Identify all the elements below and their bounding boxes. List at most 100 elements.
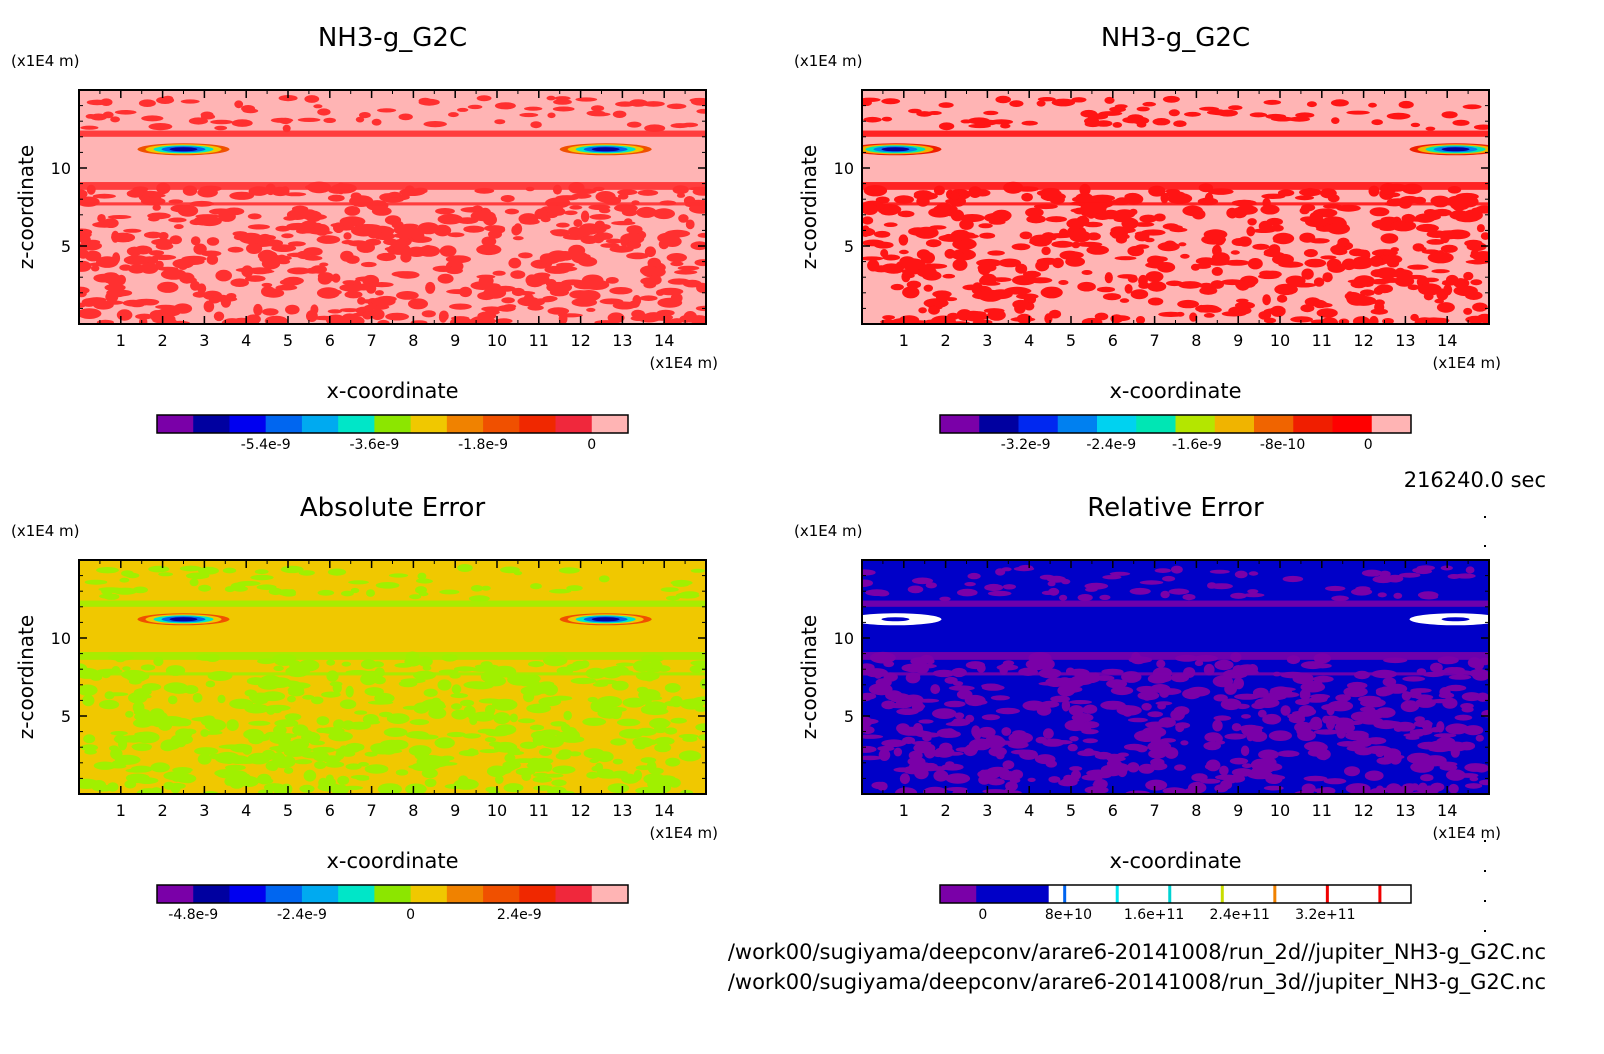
pattern-blob <box>360 659 377 670</box>
footer-file-2d: /work00/sugiyama/deepconv/arare6-2014100… <box>727 940 1546 964</box>
pattern-blob <box>1235 205 1258 215</box>
pattern-blob <box>1454 573 1476 579</box>
pattern-blob <box>360 261 377 268</box>
pattern-blob <box>229 191 255 200</box>
pattern-blob <box>1430 782 1445 792</box>
pattern-blob <box>1164 747 1179 759</box>
pattern-blob <box>369 720 381 725</box>
pattern-blob <box>680 591 699 596</box>
pattern-blob <box>173 224 184 230</box>
pattern-blob <box>1175 311 1185 317</box>
pattern-blob <box>971 725 981 738</box>
pattern-blob <box>1421 249 1441 254</box>
pattern-blob <box>249 269 275 274</box>
pattern-blob <box>880 249 889 258</box>
pattern-blob <box>82 694 95 707</box>
pattern-blob <box>1136 106 1150 112</box>
pattern-blob <box>140 664 156 671</box>
pattern-blob <box>575 97 598 102</box>
pattern-blob <box>643 269 663 276</box>
pattern-blob <box>503 304 517 309</box>
colorbar-swatch <box>338 415 375 433</box>
pattern-blob <box>667 278 691 285</box>
pattern-blob <box>862 227 876 237</box>
pattern-blob <box>1263 317 1277 324</box>
pattern-blob <box>633 660 651 672</box>
pattern-blob <box>157 281 179 293</box>
y-tick-label: 10 <box>51 629 71 648</box>
pattern-blob <box>1465 566 1475 574</box>
pattern-blob <box>1248 571 1259 576</box>
pattern-blob <box>1092 782 1107 787</box>
pattern-blob <box>1364 770 1384 781</box>
pattern-blob <box>348 580 369 585</box>
pattern-blob <box>1109 571 1131 576</box>
pattern-blob <box>1400 700 1420 713</box>
pattern-blob <box>862 256 884 261</box>
colorbar-swatch <box>591 415 629 433</box>
pattern-blob <box>1040 700 1060 708</box>
pattern-blob <box>1402 676 1426 682</box>
pattern-blob <box>1270 687 1296 692</box>
colorbar-swatch <box>483 885 520 903</box>
pattern-blob <box>597 696 623 708</box>
pattern-blob <box>148 711 165 719</box>
pattern-blob <box>1440 244 1458 253</box>
pattern-blob <box>1158 717 1176 728</box>
pattern-blob <box>99 699 120 710</box>
pattern-blob <box>160 741 175 752</box>
pattern-blob <box>999 663 1009 675</box>
pattern-blob <box>694 259 706 267</box>
pattern-blob <box>345 763 362 770</box>
pattern-blob <box>272 255 292 261</box>
pattern-blob <box>230 582 246 590</box>
pattern-blob <box>696 282 706 293</box>
pattern-blob <box>916 111 933 117</box>
pattern-blob <box>371 297 396 307</box>
pattern-blob <box>614 204 638 213</box>
pattern-blob <box>80 125 99 130</box>
pattern-blob <box>502 760 521 770</box>
pattern-blob <box>91 265 100 272</box>
pattern-blob <box>1247 589 1259 594</box>
pattern-blob <box>1069 700 1092 705</box>
pattern-blob <box>899 256 916 267</box>
pattern-blob <box>1141 703 1152 711</box>
pattern-blob <box>495 724 517 735</box>
pattern-blob <box>670 261 684 267</box>
pattern-blob <box>1320 188 1337 199</box>
pattern-blob <box>518 252 533 259</box>
pattern-blob <box>1019 749 1038 760</box>
x-tick-label: 1 <box>116 801 126 820</box>
pattern-blob <box>681 122 699 128</box>
pattern-blob <box>467 748 477 757</box>
pattern-blob <box>177 204 199 217</box>
pattern-blob <box>84 749 97 755</box>
pattern-blob <box>1189 312 1198 322</box>
pattern-blob <box>1471 207 1489 213</box>
pattern-blob <box>664 700 683 707</box>
pattern-blob <box>124 780 137 789</box>
pattern-blob <box>1041 246 1051 256</box>
pattern-blob <box>1136 121 1147 128</box>
colorbar-tick-label: -1.6e-9 <box>1172 437 1222 453</box>
pattern-blob <box>430 756 450 767</box>
pattern-blob <box>678 214 689 223</box>
pattern-blob <box>698 734 706 741</box>
pattern-blob <box>384 247 396 251</box>
x-tick-label: 6 <box>1108 801 1118 820</box>
pattern-blob <box>109 745 119 751</box>
x-tick-label: 14 <box>1437 331 1457 350</box>
pattern-blob <box>923 319 938 324</box>
pattern-blob <box>141 115 164 122</box>
pattern-blob <box>558 749 572 756</box>
pattern-blob <box>1252 687 1269 698</box>
pattern-blob <box>220 296 231 308</box>
pattern-blob <box>1215 740 1226 745</box>
pattern-blob <box>256 778 274 784</box>
pattern-blob <box>1145 261 1171 269</box>
pattern-blob <box>1346 110 1370 115</box>
pattern-blob <box>128 692 148 704</box>
colorbar-swatch <box>1371 415 1412 433</box>
pattern-blob <box>987 590 1012 597</box>
